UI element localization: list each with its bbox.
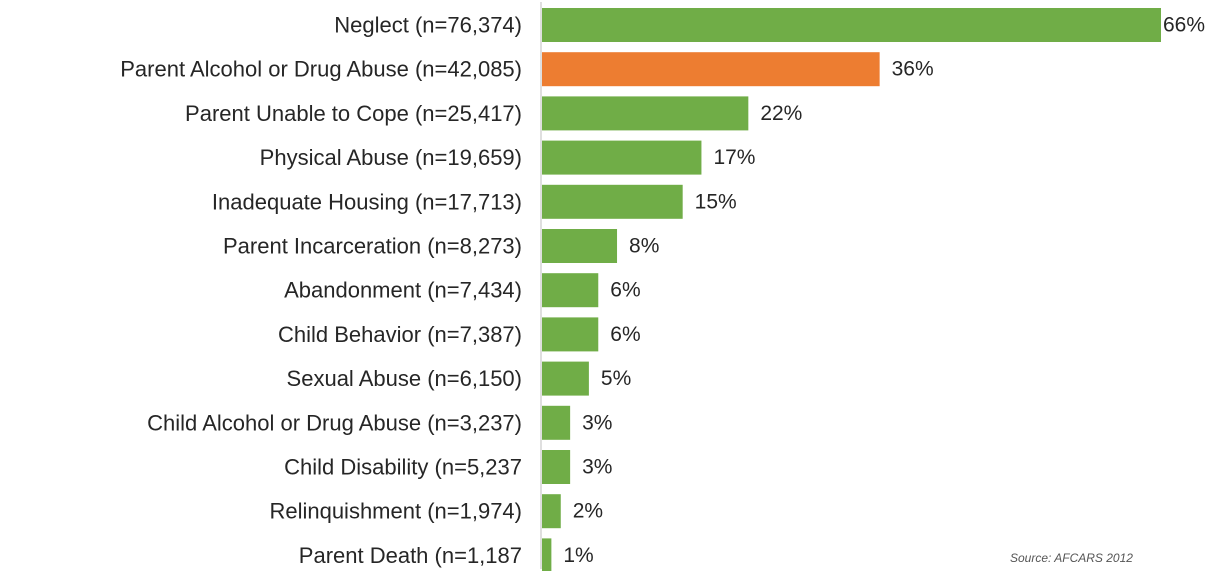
category-label-5: Inadequate Housing (n=17,713) bbox=[212, 189, 522, 214]
category-label-13: Parent Death (n=1,187 bbox=[299, 543, 522, 568]
category-label-12: Relinquishment (n=1,974) bbox=[269, 499, 522, 524]
value-label-2: 36% bbox=[892, 58, 934, 81]
value-label-10: 3% bbox=[582, 411, 612, 434]
category-label-6: Parent Incarceration (n=8,273) bbox=[223, 234, 522, 259]
value-label-3: 22% bbox=[760, 102, 802, 125]
bar-6 bbox=[542, 229, 618, 263]
value-label-11: 3% bbox=[582, 456, 612, 479]
category-label-3: Parent Unable to Cope (n=25,417) bbox=[185, 101, 522, 126]
bars-group: Neglect (n=76,374) 66% Parent Alcohol or D… bbox=[120, 8, 1205, 571]
value-label-1: 66% bbox=[1163, 14, 1205, 37]
value-label-13: 1% bbox=[563, 544, 593, 567]
value-label-12: 2% bbox=[573, 500, 603, 523]
category-label-4: Physical Abuse (n=19,659) bbox=[260, 145, 522, 170]
bar-13 bbox=[542, 538, 552, 571]
value-label-6: 8% bbox=[629, 235, 659, 258]
bar-10 bbox=[542, 405, 571, 440]
bar-7 bbox=[542, 273, 599, 308]
value-label-4: 17% bbox=[713, 146, 755, 169]
bar-11 bbox=[542, 450, 571, 484]
category-label-10: Child Alcohol or Drug Abuse (n=3,237) bbox=[147, 410, 522, 435]
category-label-8: Child Behavior (n=7,387) bbox=[278, 322, 522, 347]
category-label-7: Abandonment (n=7,434) bbox=[284, 278, 522, 303]
source-note: Source: AFCARS 2012 bbox=[1010, 551, 1133, 565]
category-label-11: Child Disability (n=5,237 bbox=[284, 455, 522, 480]
category-label-1: Neglect (n=76,374) bbox=[334, 13, 522, 38]
value-label-8: 6% bbox=[610, 323, 640, 346]
value-label-7: 6% bbox=[610, 279, 640, 302]
bar-8 bbox=[542, 317, 599, 352]
bar-12 bbox=[542, 494, 561, 529]
bar-2 bbox=[542, 52, 880, 87]
bar-9 bbox=[542, 361, 589, 396]
category-label-2: Parent Alcohol or Drug Abuse (n=42,085) bbox=[120, 57, 522, 82]
value-label-5: 15% bbox=[695, 190, 737, 213]
bar-3 bbox=[542, 96, 749, 131]
category-label-9: Sexual Abuse (n=6,150) bbox=[287, 366, 522, 391]
bar-1 bbox=[542, 8, 1161, 42]
value-label-9: 5% bbox=[601, 367, 631, 390]
bar-5 bbox=[542, 184, 683, 219]
bar-4 bbox=[542, 140, 702, 175]
